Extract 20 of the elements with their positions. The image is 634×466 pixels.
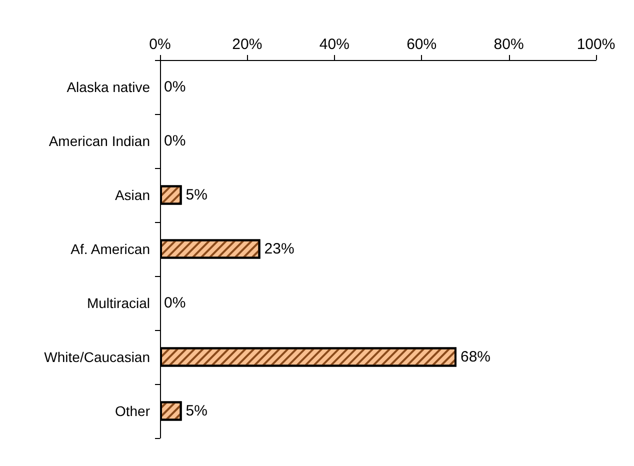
x-tick-label: 80% [494,36,524,53]
y-tick-label: Af. American [70,241,150,257]
x-tick-label: 40% [319,36,350,53]
x-tick-label: 0% [149,36,171,53]
data-label: 23% [264,240,294,258]
data-label: 0% [164,78,186,96]
x-tick-label: 100% [576,36,616,53]
data-label: 68% [460,348,491,366]
data-label: 5% [186,402,208,420]
data-label: 0% [164,294,186,312]
y-tick-label: Other [114,403,150,419]
y-tick-label: Multiracial [86,295,150,311]
x-tick-label: 20% [232,36,262,53]
data-label: 0% [164,132,186,150]
data-label: 5% [186,186,208,204]
y-tick-label: Alaska native [66,79,150,95]
y-tick-label: White/Caucasian [44,349,150,365]
x-tick-label: 60% [406,36,437,53]
y-tick-label: American Indian [48,133,150,149]
y-tick-label: Asian [114,187,150,203]
